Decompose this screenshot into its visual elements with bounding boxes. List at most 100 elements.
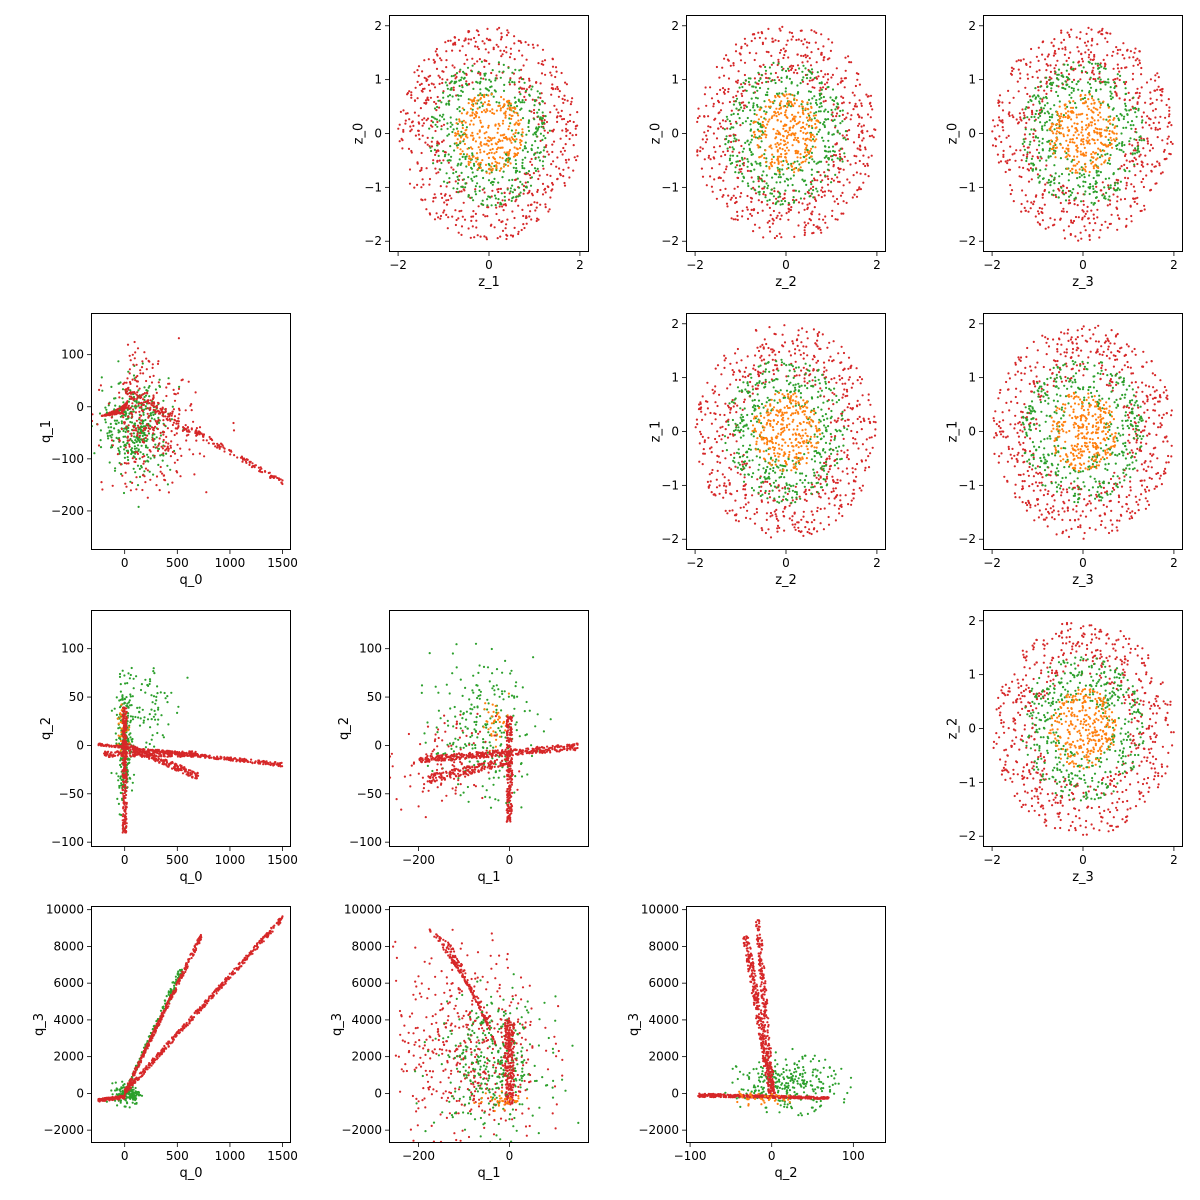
scatter-point xyxy=(782,514,785,518)
scatter-point xyxy=(852,488,855,491)
scatter-point xyxy=(721,87,725,90)
scatter-point xyxy=(519,180,522,183)
scatter-point xyxy=(509,162,512,165)
scatter-point xyxy=(564,81,567,84)
scatter-point xyxy=(432,196,435,200)
scatter-point xyxy=(1123,143,1126,147)
scatter-point xyxy=(559,137,562,140)
scatter-point xyxy=(1094,127,1097,130)
scatter-point xyxy=(816,530,819,533)
scatter-point xyxy=(1091,97,1094,100)
scatter-point xyxy=(757,191,760,194)
scatter-point xyxy=(703,158,706,161)
scatter-point xyxy=(412,124,415,127)
scatter-point xyxy=(1096,108,1099,111)
scatter-point xyxy=(805,77,809,80)
scatter-point xyxy=(795,496,798,499)
scatter-point xyxy=(1083,96,1086,100)
scatter-point xyxy=(808,41,811,45)
scatter-point xyxy=(842,200,845,203)
scatter-point xyxy=(841,109,844,112)
scatter-point xyxy=(774,94,777,98)
scatter-point xyxy=(868,135,872,138)
scatter-point xyxy=(456,175,459,178)
scatter-point xyxy=(1140,163,1143,167)
scatter-point xyxy=(416,162,419,165)
scatter-point xyxy=(501,229,505,232)
scatter-point xyxy=(1013,152,1016,155)
scatter-point xyxy=(815,103,819,106)
scatter-point xyxy=(822,123,825,126)
scatter-point xyxy=(781,487,784,490)
scatter-point xyxy=(1044,168,1047,171)
scatter-point xyxy=(1049,155,1052,158)
scatter-point xyxy=(481,188,484,191)
scatter-point xyxy=(1081,216,1084,219)
scatter-point xyxy=(1057,119,1061,122)
scatter-point xyxy=(759,65,762,68)
scatter-point xyxy=(500,220,503,224)
scatter-point xyxy=(744,464,748,467)
scatter-point xyxy=(723,128,726,131)
scatter-point xyxy=(707,115,710,118)
scatter-point xyxy=(783,529,786,532)
scatter-point xyxy=(851,471,855,474)
scatter-point xyxy=(779,464,782,467)
scatter-point xyxy=(1137,96,1140,100)
scatter-point xyxy=(1138,155,1141,158)
scatter-point xyxy=(1001,126,1004,129)
scatter-point xyxy=(483,132,486,135)
scatter-point xyxy=(725,135,728,138)
scatter-point xyxy=(471,100,474,103)
scatter-point xyxy=(779,120,783,123)
scatter-point xyxy=(830,490,833,494)
scatter-point xyxy=(840,212,843,215)
scatter-point xyxy=(793,117,796,120)
scatter-point xyxy=(497,181,500,184)
scatter-point xyxy=(718,76,721,79)
scatter-point xyxy=(863,419,866,423)
scatter-point xyxy=(812,223,815,227)
scatter-point xyxy=(826,81,829,84)
scatter-point xyxy=(819,387,822,390)
scatter-point xyxy=(480,169,483,172)
scatter-point xyxy=(1094,190,1097,193)
scatter-point xyxy=(534,169,538,172)
scatter-point xyxy=(1097,199,1100,202)
scatter-point xyxy=(781,344,784,347)
scatter-point xyxy=(1053,164,1056,167)
scatter-point xyxy=(716,460,719,463)
scatter-point xyxy=(844,382,847,385)
scatter-point xyxy=(841,113,845,116)
scatter-point xyxy=(556,156,559,159)
scatter-point xyxy=(831,111,834,114)
scatter-point xyxy=(521,166,524,170)
scatter-point xyxy=(764,69,768,72)
scatter-point xyxy=(504,110,507,113)
scatter-point xyxy=(532,108,536,112)
scatter-point xyxy=(480,101,483,104)
scatter-point xyxy=(1096,64,1099,67)
scatter-point xyxy=(697,107,700,110)
scatter-point xyxy=(513,35,516,38)
scatter-point xyxy=(1071,106,1075,109)
scatter-point xyxy=(497,122,500,125)
scatter-point xyxy=(557,111,560,114)
scatter-point xyxy=(537,125,541,129)
scatter-point xyxy=(720,155,723,158)
scatter-point xyxy=(847,482,850,485)
scatter-point xyxy=(514,171,518,174)
scatter-point xyxy=(791,113,794,116)
scatter-point xyxy=(807,151,811,155)
scatter-point xyxy=(768,98,771,102)
scatter-point xyxy=(804,108,807,111)
scatter-point xyxy=(829,96,832,99)
scatter-point xyxy=(859,382,862,385)
scatter-point xyxy=(812,407,816,410)
scatter-point xyxy=(1024,137,1027,140)
scatter-point xyxy=(1046,85,1049,88)
scatter-point xyxy=(533,201,536,204)
scatter-point xyxy=(850,61,853,64)
scatter-point xyxy=(819,174,822,177)
